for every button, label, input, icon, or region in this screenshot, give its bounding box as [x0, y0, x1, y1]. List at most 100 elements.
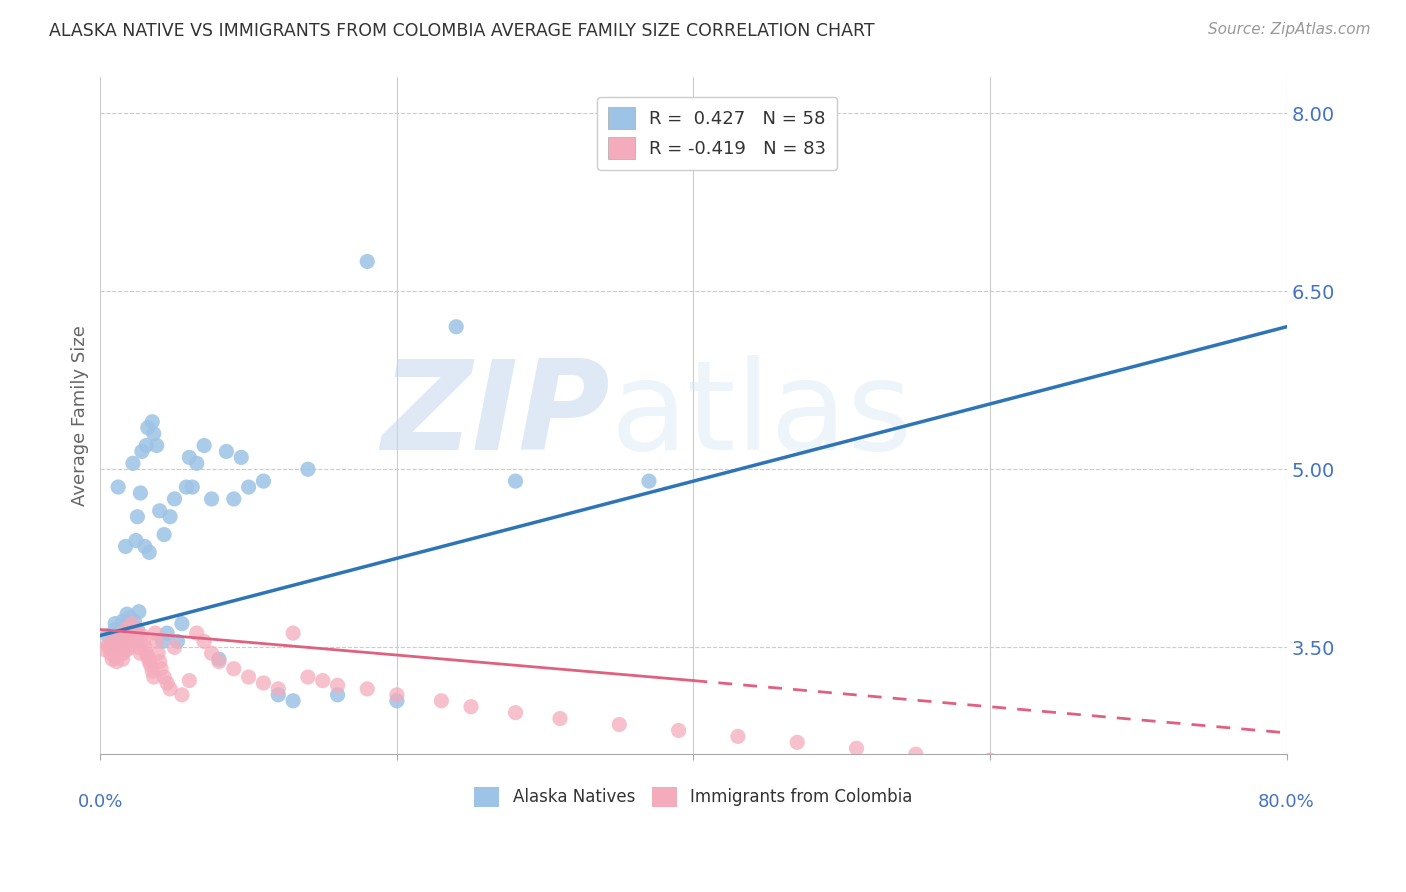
Point	[104, 642, 127, 657]
Point	[104, 649, 127, 664]
Point	[170, 616, 193, 631]
Point	[170, 688, 193, 702]
Point	[548, 712, 571, 726]
Point	[112, 619, 135, 633]
Point	[149, 655, 172, 669]
Point	[1128, 764, 1150, 779]
Point	[122, 628, 145, 642]
Point	[128, 605, 150, 619]
Point	[121, 616, 143, 631]
Point	[176, 480, 198, 494]
Point	[104, 616, 127, 631]
Point	[108, 638, 131, 652]
Point	[101, 634, 124, 648]
Point	[181, 480, 204, 494]
Point	[444, 319, 467, 334]
Point	[94, 642, 117, 657]
Point	[132, 634, 155, 648]
Point	[159, 681, 181, 696]
Point	[101, 652, 124, 666]
Point	[326, 678, 349, 692]
Point	[134, 640, 156, 655]
Point	[297, 462, 319, 476]
Point	[118, 623, 141, 637]
Text: ALASKA NATIVE VS IMMIGRANTS FROM COLOMBIA AVERAGE FAMILY SIZE CORRELATION CHART: ALASKA NATIVE VS IMMIGRANTS FROM COLOMBI…	[49, 22, 875, 40]
Point	[153, 527, 176, 541]
Point	[979, 753, 1001, 767]
Point	[138, 545, 160, 559]
Point	[136, 649, 159, 664]
Point	[1053, 759, 1076, 773]
Point	[150, 662, 173, 676]
Point	[356, 681, 378, 696]
Point	[153, 670, 176, 684]
Point	[326, 688, 349, 702]
Point	[166, 634, 188, 648]
Point	[97, 628, 120, 642]
Point	[186, 456, 208, 470]
Point	[117, 626, 139, 640]
Point	[127, 509, 149, 524]
Point	[607, 717, 630, 731]
Point	[112, 640, 135, 655]
Point	[238, 670, 260, 684]
Point	[139, 658, 162, 673]
Text: 0.0%: 0.0%	[77, 793, 124, 811]
Point	[143, 626, 166, 640]
Point	[128, 640, 150, 655]
Point	[312, 673, 335, 688]
Point	[215, 444, 238, 458]
Point	[104, 623, 127, 637]
Text: atlas: atlas	[610, 355, 912, 476]
Point	[131, 628, 153, 642]
Point	[103, 640, 125, 655]
Point	[200, 646, 222, 660]
Point	[107, 480, 129, 494]
Point	[208, 655, 231, 669]
Point	[142, 426, 165, 441]
Point	[668, 723, 690, 738]
Point	[129, 646, 152, 660]
Point	[141, 415, 163, 429]
Y-axis label: Average Family Size: Average Family Size	[72, 326, 89, 507]
Point	[156, 676, 179, 690]
Point	[727, 730, 749, 744]
Point	[149, 504, 172, 518]
Point	[138, 655, 160, 669]
Point	[118, 631, 141, 645]
Point	[101, 634, 124, 648]
Point	[200, 491, 222, 506]
Point	[115, 607, 138, 621]
Point	[114, 540, 136, 554]
Point	[356, 254, 378, 268]
Point	[385, 694, 408, 708]
Point	[97, 638, 120, 652]
Point	[118, 610, 141, 624]
Point	[222, 662, 245, 676]
Point	[135, 438, 157, 452]
Point	[179, 450, 201, 465]
Point	[141, 664, 163, 678]
Point	[111, 623, 134, 637]
Point	[117, 640, 139, 655]
Point	[111, 646, 134, 660]
Point	[124, 614, 146, 628]
Point	[122, 634, 145, 648]
Point	[110, 642, 132, 657]
Point	[193, 438, 215, 452]
Point	[208, 652, 231, 666]
Point	[297, 670, 319, 684]
Point	[1187, 771, 1209, 785]
Point	[114, 634, 136, 648]
Point	[845, 741, 868, 756]
Point	[163, 491, 186, 506]
Point	[115, 628, 138, 642]
Point	[267, 681, 290, 696]
Point	[117, 634, 139, 648]
Point	[112, 634, 135, 648]
Point	[222, 491, 245, 506]
Point	[129, 486, 152, 500]
Point	[127, 631, 149, 645]
Point	[238, 480, 260, 494]
Point	[148, 646, 170, 660]
